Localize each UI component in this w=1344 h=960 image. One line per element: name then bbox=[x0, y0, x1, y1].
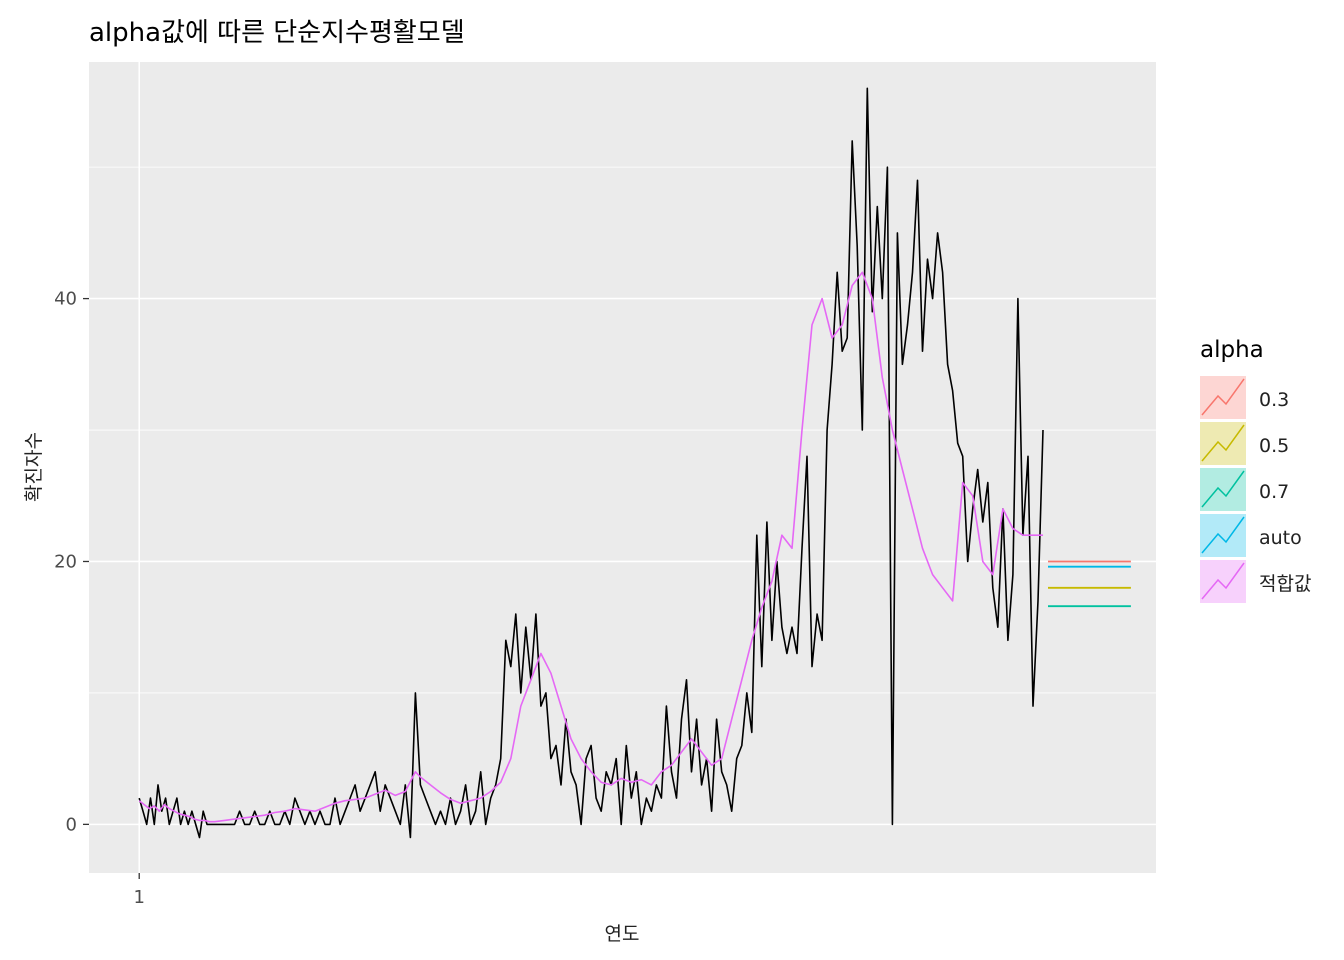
chart-title: alpha값에 따른 단순지수평활모델 bbox=[89, 18, 465, 48]
legend-label: auto bbox=[1259, 527, 1302, 549]
y-tick-label: 0 bbox=[66, 814, 77, 835]
y-tick-label: 20 bbox=[54, 551, 77, 572]
legend-key bbox=[1200, 560, 1246, 603]
x-tick-label: 1 bbox=[133, 887, 144, 908]
legend-key-line bbox=[1201, 378, 1245, 416]
legend: alpha 0.3 0.5 0.7 auto 적합값 bbox=[1200, 337, 1311, 603]
legend-title: alpha bbox=[1200, 337, 1264, 363]
plot-panel bbox=[89, 62, 1156, 873]
legend-key-line bbox=[1201, 516, 1245, 554]
legend-label: 적합값 bbox=[1259, 573, 1311, 595]
y-axis-title: 확진자수 bbox=[23, 432, 45, 502]
series-layer bbox=[138, 87, 1131, 839]
legend-key bbox=[1200, 468, 1246, 511]
grid-major bbox=[89, 62, 1156, 873]
legend-label: 0.7 bbox=[1259, 481, 1289, 503]
legend-label: 0.5 bbox=[1259, 435, 1289, 457]
legend-key bbox=[1200, 376, 1246, 419]
y-axis: 0 20 40 bbox=[54, 289, 89, 835]
legend-key-line bbox=[1201, 470, 1245, 508]
legend-key-line bbox=[1201, 424, 1245, 462]
x-axis: 1 bbox=[133, 873, 145, 908]
legend-key bbox=[1200, 422, 1246, 465]
fitted-series-line bbox=[138, 271, 1043, 823]
y-tick-label: 40 bbox=[54, 289, 77, 310]
legend-key-line bbox=[1201, 562, 1245, 600]
x-axis-title: 연도 bbox=[605, 923, 640, 945]
grid-minor bbox=[89, 166, 1156, 694]
legend-key bbox=[1200, 514, 1246, 557]
legend-label: 0.3 bbox=[1259, 389, 1289, 411]
